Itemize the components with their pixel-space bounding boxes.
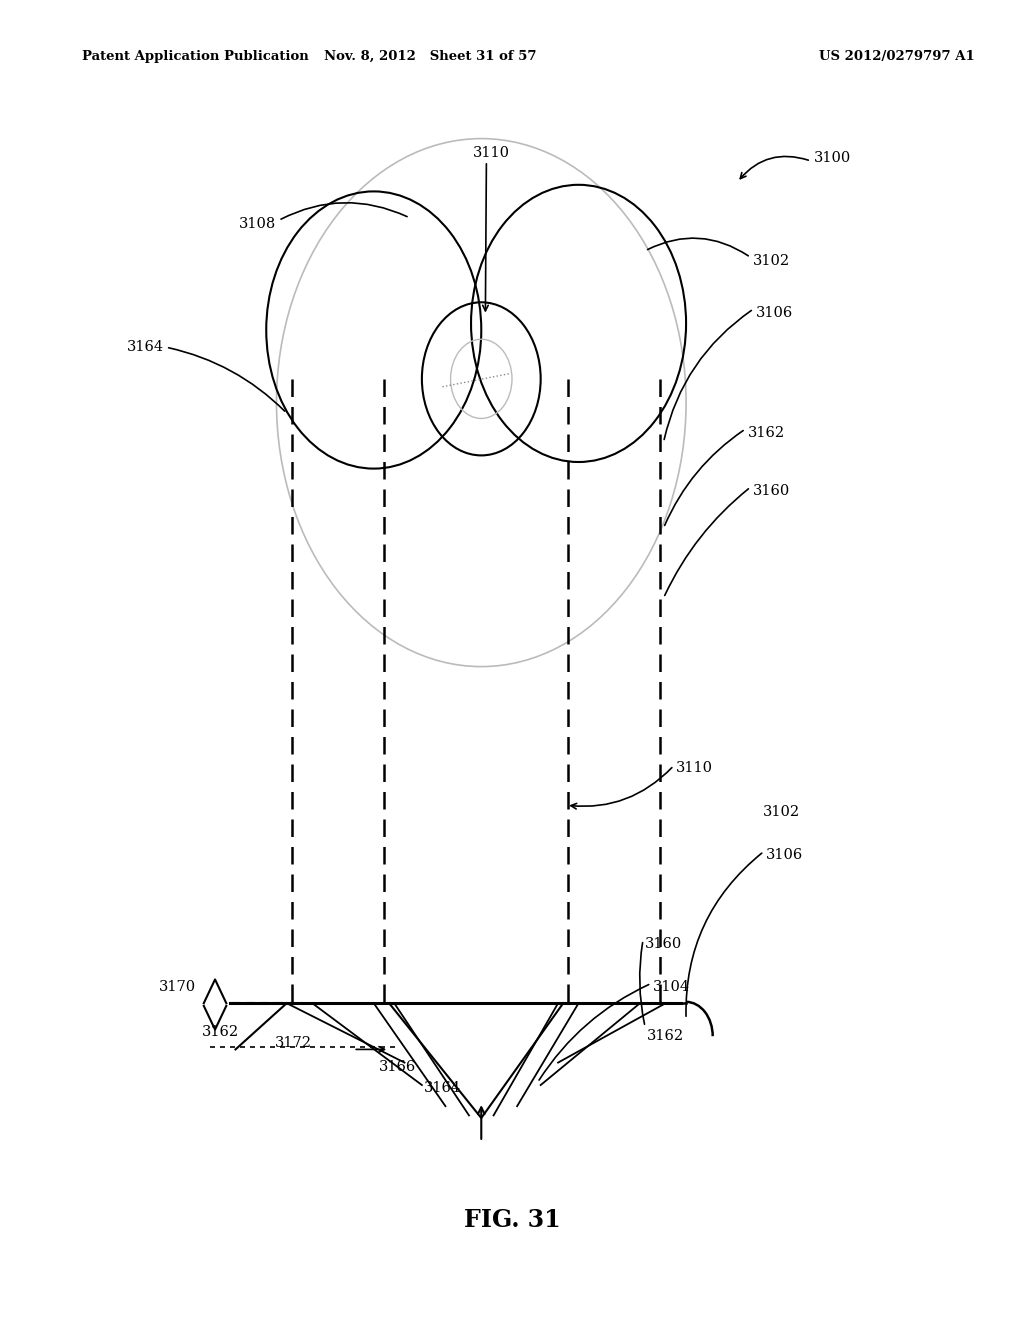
Text: Nov. 8, 2012   Sheet 31 of 57: Nov. 8, 2012 Sheet 31 of 57 <box>324 50 537 63</box>
Text: 3172: 3172 <box>274 1036 311 1049</box>
Text: 3100: 3100 <box>814 152 851 165</box>
Text: 3160: 3160 <box>753 484 790 498</box>
Text: 3166: 3166 <box>379 1060 416 1073</box>
Text: 3160: 3160 <box>645 937 682 950</box>
Text: 3162: 3162 <box>647 1030 684 1043</box>
Text: 3104: 3104 <box>653 981 690 994</box>
Text: 3108: 3108 <box>240 218 276 231</box>
Text: 3170: 3170 <box>159 981 196 994</box>
Text: 3164: 3164 <box>127 341 164 354</box>
Text: US 2012/0279797 A1: US 2012/0279797 A1 <box>819 50 975 63</box>
Text: 3102: 3102 <box>763 805 800 818</box>
Text: 3102: 3102 <box>753 255 790 268</box>
Text: 3162: 3162 <box>748 426 784 440</box>
Text: 3162: 3162 <box>202 1026 239 1039</box>
Text: Patent Application Publication: Patent Application Publication <box>82 50 308 63</box>
Text: 3164: 3164 <box>424 1081 461 1094</box>
Text: FIG. 31: FIG. 31 <box>464 1208 560 1232</box>
Text: 3106: 3106 <box>766 849 803 862</box>
Text: 3106: 3106 <box>756 306 793 319</box>
Text: 3110: 3110 <box>473 147 510 160</box>
Text: 3110: 3110 <box>676 762 713 775</box>
